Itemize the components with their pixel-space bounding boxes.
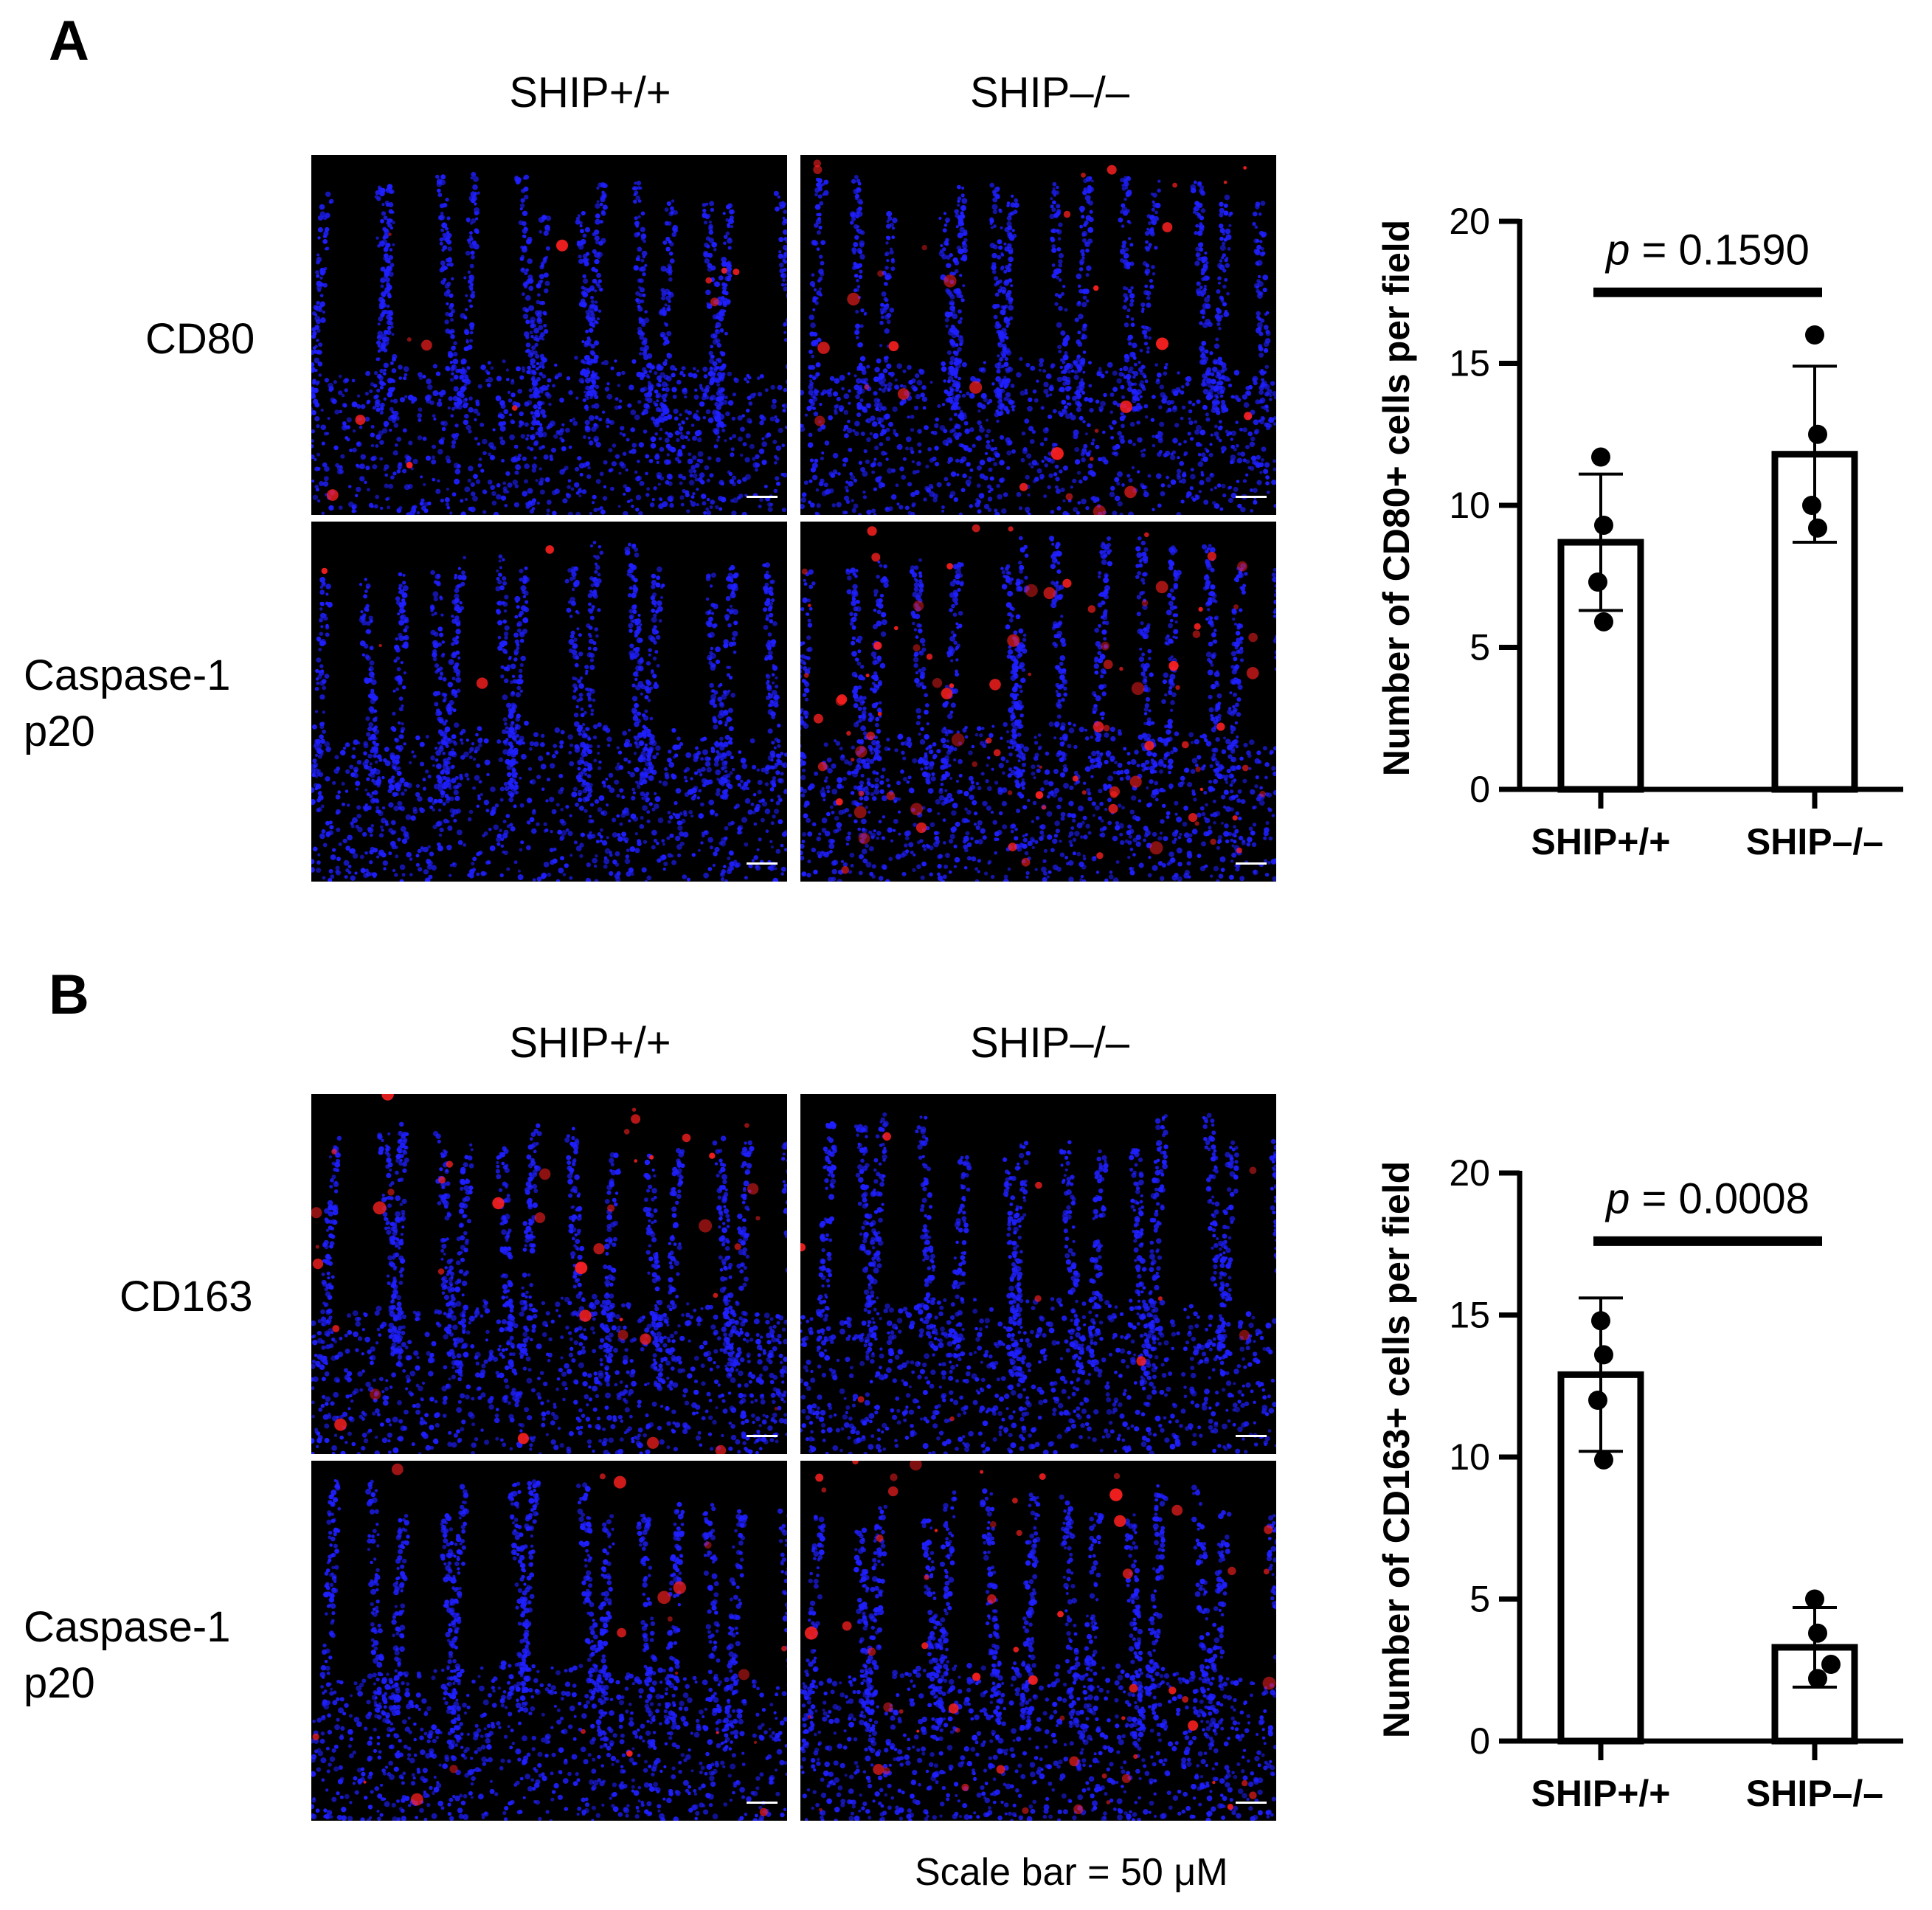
- column-label-ship-wt-b: SHIP+/+: [509, 1019, 671, 1067]
- data-point: [1808, 1623, 1827, 1643]
- x-tick-label: SHIP–/–: [1746, 821, 1883, 862]
- y-axis-label: Number of CD80+ cells per field: [1376, 220, 1417, 776]
- data-point: [1821, 1655, 1841, 1675]
- data-point: [1594, 515, 1613, 535]
- data-point: [1591, 1311, 1610, 1331]
- bar-chart-cd80: 0 5 10 15 20 Number of CD80+ cells per field S…: [1376, 201, 1903, 862]
- micrograph-b-cd163-wt: [311, 1094, 787, 1454]
- data-point: [1588, 1391, 1607, 1410]
- row-label-caspase-b: Caspase-1 p20: [24, 1603, 231, 1707]
- y-tick-label: 5: [1469, 627, 1490, 668]
- row-label-cd163: CD163: [120, 1273, 253, 1321]
- p-value-annotation: p = 0.1590: [1604, 226, 1810, 274]
- data-point: [1805, 325, 1824, 345]
- x-tick-label: SHIP–/–: [1746, 1773, 1883, 1814]
- bar-chart-cd163: 0 5 10 15 20 Number of CD163+ cells per field…: [1376, 1152, 1903, 1814]
- y-tick-label: 20: [1449, 1152, 1490, 1194]
- scale-bar-note: Scale bar = 50 μM: [915, 1851, 1228, 1894]
- row-label-cd80: CD80: [145, 315, 255, 363]
- y-tick-label: 0: [1469, 1720, 1490, 1762]
- data-point: [1802, 496, 1821, 515]
- data-point: [1594, 612, 1613, 632]
- x-tick-label: SHIP+/+: [1531, 1773, 1671, 1814]
- data-point: [1808, 1669, 1827, 1689]
- y-tick-label: 5: [1469, 1579, 1490, 1620]
- data-point: [1594, 1345, 1613, 1365]
- data-point: [1808, 424, 1827, 444]
- row-label-caspase-a: Caspase-1 p20: [24, 651, 231, 755]
- micrograph-b-cd163-ko: [800, 1094, 1276, 1454]
- y-tick-label: 15: [1449, 1295, 1490, 1336]
- column-label-ship-wt: SHIP+/+: [509, 69, 671, 117]
- data-point: [1808, 518, 1827, 538]
- micrograph-a-cd80-wt: [311, 155, 787, 515]
- x-tick-label: SHIP+/+: [1531, 821, 1671, 862]
- y-tick-label: 0: [1469, 769, 1490, 810]
- micrograph-b-caspase-wt: [311, 1461, 787, 1821]
- data-point: [1594, 1450, 1613, 1470]
- y-tick-label: 15: [1449, 343, 1490, 384]
- y-axis-label: Number of CD163+ cells per field: [1376, 1161, 1417, 1738]
- data-point: [1591, 447, 1610, 467]
- micrograph-a-caspase-ko: [800, 522, 1276, 882]
- y-tick-label: 20: [1449, 201, 1490, 242]
- micrograph-a-cd80-ko: [800, 155, 1276, 515]
- y-tick-label: 10: [1449, 485, 1490, 526]
- column-label-ship-ko-b: SHIP–/–: [970, 1019, 1129, 1067]
- panel-letter-a: A: [49, 10, 89, 72]
- data-point: [1805, 1589, 1824, 1609]
- column-label-ship-ko: SHIP–/–: [970, 69, 1129, 117]
- y-tick-label: 10: [1449, 1436, 1490, 1478]
- p-value-annotation: p = 0.0008: [1604, 1174, 1810, 1222]
- micrograph-b-caspase-ko: [800, 1461, 1276, 1821]
- panel-letter-b: B: [49, 963, 89, 1026]
- micrograph-a-caspase-wt: [311, 522, 787, 882]
- data-point: [1588, 572, 1607, 592]
